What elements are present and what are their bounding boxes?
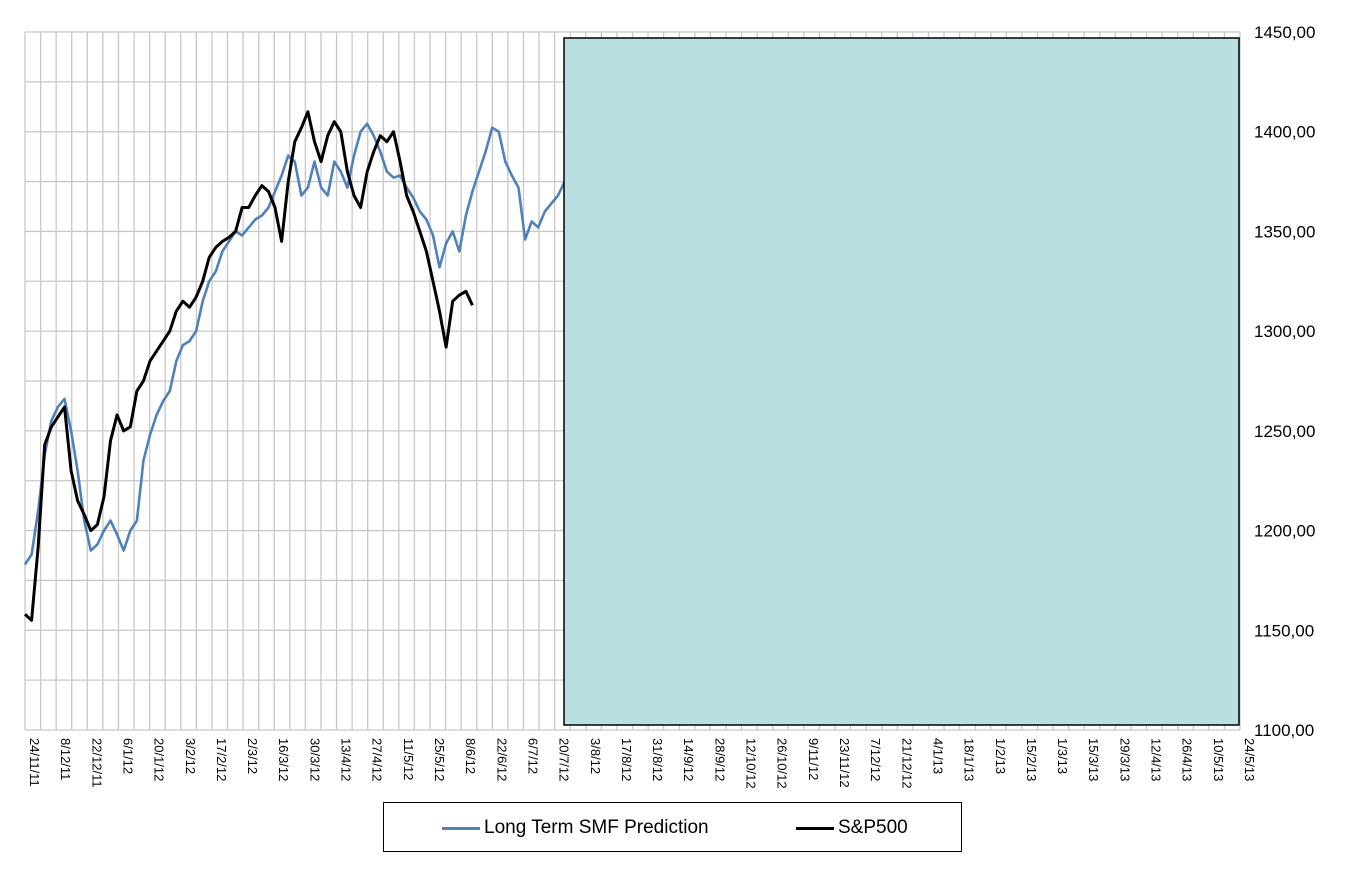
x-tick-label: 25/5/12 (432, 738, 447, 781)
legend: Long Term SMF Prediction S&P500 (383, 802, 962, 852)
x-tick-label: 3/8/12 (588, 738, 603, 774)
x-tick-label: 8/6/12 (463, 738, 478, 774)
x-tick-label: 13/4/12 (339, 738, 354, 781)
x-tick-label: 24/11/11 (27, 738, 42, 787)
legend-swatch-smf (442, 826, 480, 830)
x-tick-label: 12/10/12 (744, 738, 759, 789)
y-tick-label: 1200,00 (1254, 522, 1315, 541)
x-tick-label: 24/5/13 (1242, 738, 1257, 781)
x-axis-ticks: 24/11/11 8/12/11 22/12/11 6/1/12 20/1/12 3/2/… (27, 738, 1257, 789)
x-tick-label: 20/1/12 (152, 738, 167, 781)
x-tick-label: 3/2/12 (183, 738, 198, 774)
y-tick-label: 1250,00 (1254, 422, 1315, 441)
y-tick-label: 1400,00 (1254, 123, 1315, 142)
x-tick-label: 8/12/11 (58, 738, 73, 780)
x-tick-label: 17/8/12 (619, 738, 634, 781)
y-tick-label: 1300,00 (1254, 322, 1315, 341)
x-tick-label: 1/3/13 (1055, 738, 1070, 774)
x-tick-label: 7/12/12 (868, 738, 883, 781)
x-tick-label: 26/10/12 (775, 738, 790, 789)
x-tick-label: 11/5/12 (401, 738, 416, 780)
x-tick-label: 18/1/13 (962, 738, 977, 781)
series-line-0 (23, 122, 572, 566)
x-tick-label: 26/4/13 (1180, 738, 1195, 781)
y-tick-label: 1100,00 (1254, 721, 1314, 740)
x-tick-label: 15/3/13 (1086, 738, 1101, 781)
x-tick-label: 14/9/12 (681, 738, 696, 781)
legend-label-sp500: S&P500 (838, 817, 908, 838)
x-tick-label: 1/2/13 (993, 738, 1008, 774)
x-tick-label: 27/4/12 (370, 738, 385, 781)
forecast-region-overlay (563, 37, 1240, 726)
x-tick-label: 2/3/12 (245, 738, 260, 774)
y-axis-ticks: 1100,00 1150,00 1200,00 1250,00 1300,00 1350,… (1254, 23, 1315, 740)
x-tick-label: 22/12/11 (89, 738, 104, 788)
legend-item-sp500: S&P500 (796, 816, 908, 840)
x-tick-label: 6/1/12 (120, 738, 135, 774)
x-tick-label: 22/6/12 (494, 738, 509, 781)
legend-label-smf: Long Term SMF Prediction (484, 817, 709, 838)
y-tick-label: 1150,00 (1254, 621, 1314, 640)
legend-swatch-sp500 (796, 826, 834, 830)
y-tick-label: 1350,00 (1254, 222, 1315, 241)
x-tick-label: 28/9/12 (712, 738, 727, 781)
legend-item-smf: Long Term SMF Prediction (442, 816, 709, 840)
x-tick-label: 16/3/12 (276, 738, 291, 781)
series-lines (23, 110, 572, 622)
x-tick-label: 29/3/13 (1117, 738, 1132, 781)
y-tick-label: 1450,00 (1254, 23, 1315, 42)
x-tick-label: 9/11/12 (806, 738, 821, 780)
x-tick-label: 23/11/12 (837, 738, 852, 788)
x-tick-label: 15/2/13 (1024, 738, 1039, 781)
x-tick-label: 12/4/13 (1149, 738, 1164, 781)
x-tick-label: 21/12/12 (899, 738, 914, 789)
x-tick-label: 17/2/12 (214, 738, 229, 781)
x-tick-label: 4/1/13 (930, 738, 945, 774)
x-tick-label: 6/7/12 (525, 738, 540, 774)
x-tick-label: 31/8/12 (650, 738, 665, 781)
x-tick-label: 10/5/13 (1211, 738, 1226, 781)
x-tick-label: 20/7/12 (557, 738, 572, 781)
series-line-1 (23, 110, 474, 622)
x-tick-label: 30/3/12 (307, 738, 322, 781)
